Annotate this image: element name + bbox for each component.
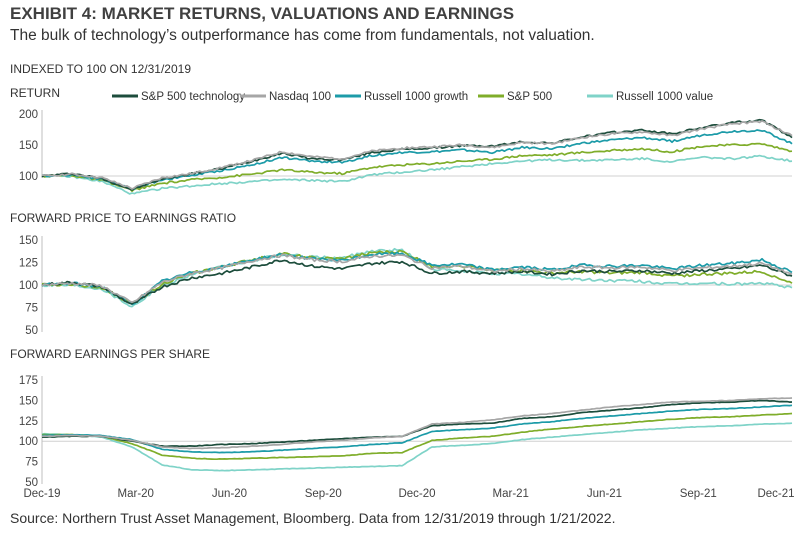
index-note: INDEXED TO 100 ON 12/31/2019: [10, 62, 191, 76]
x-tick-label: Sep-21: [680, 488, 717, 500]
legend-label-sp-500-technology: S&P 500 technology: [141, 91, 245, 103]
series-line-nasdaq-100-panel-1: [42, 120, 793, 190]
legend-label-russell-1000-value: Russell 1000 value: [616, 91, 713, 103]
source-note: Source: Northern Trust Asset Management,…: [10, 510, 616, 526]
legend-label-sp-500: S&P 500: [507, 91, 552, 103]
y-tick-label-panel-2: 50: [25, 325, 38, 337]
x-tick-label: Sep-20: [305, 488, 342, 500]
y-tick-label-panel-3: 175: [19, 375, 38, 387]
series-line-russell-1000-value-panel-1: [41, 154, 793, 195]
y-tick-label-panel-2: 150: [19, 235, 38, 247]
x-tick-label: Dec-20: [398, 488, 435, 500]
y-tick-label-panel-2: 125: [19, 258, 38, 270]
x-tick-label: Jun-21: [587, 488, 622, 500]
series-line-sp-500-technology-panel-3: [41, 399, 793, 448]
series-line-sp-500-technology-panel-2: [41, 259, 793, 305]
series-line-russell-1000-growth-panel-2: [41, 251, 793, 306]
x-tick-label: Dec-19: [23, 488, 60, 500]
series-line-sp-500-panel-2: [41, 249, 793, 305]
series-line-nasdaq-100-panel-2: [41, 253, 793, 304]
x-tick-label: Mar-21: [493, 488, 529, 500]
panel-title-eps: FORWARD EARNINGS PER SHARE: [10, 347, 210, 361]
series-line-sp-500-panel-1: [41, 142, 793, 193]
legend-label-nasdaq-100: Nasdaq 100: [269, 91, 331, 103]
x-tick-label: Dec-21: [757, 488, 794, 500]
y-tick-label-panel-3: 125: [19, 416, 38, 428]
y-tick-label-panel-3: 100: [19, 436, 38, 448]
x-tick-label: Mar-20: [118, 488, 154, 500]
series-line-russell-1000-growth-panel-3: [41, 404, 793, 454]
panel-title-pe: FORWARD PRICE TO EARNINGS RATIO: [10, 211, 236, 225]
legend-label-russell-1000-growth: Russell 1000 growth: [364, 91, 468, 103]
series-line-russell-1000-growth-panel-1: [41, 129, 793, 191]
chart-subtitle: The bulk of technology’s outperformance …: [10, 27, 595, 44]
y-tick-label-panel-3: 50: [25, 477, 38, 489]
y-tick-label-panel-2: 75: [25, 303, 38, 315]
y-tick-label-panel-1: 150: [19, 140, 38, 152]
y-tick-label-panel-1: 100: [19, 171, 38, 183]
panel-title-return: RETURN: [10, 86, 60, 100]
series-line-sp-500-panel-3: [41, 412, 793, 461]
y-tick-label-panel-2: 100: [19, 280, 38, 292]
y-tick-label-panel-3: 150: [19, 395, 38, 407]
series-line-russell-1000-value-panel-3: [41, 422, 793, 472]
y-tick-label-panel-3: 75: [25, 457, 38, 469]
x-tick-label: Jun-20: [212, 488, 247, 500]
chart-title: EXHIBIT 4: MARKET RETURNS, VALUATIONS AN…: [10, 4, 515, 23]
series-line-nasdaq-100-panel-3: [41, 397, 793, 450]
y-tick-label-panel-1: 200: [19, 109, 38, 121]
